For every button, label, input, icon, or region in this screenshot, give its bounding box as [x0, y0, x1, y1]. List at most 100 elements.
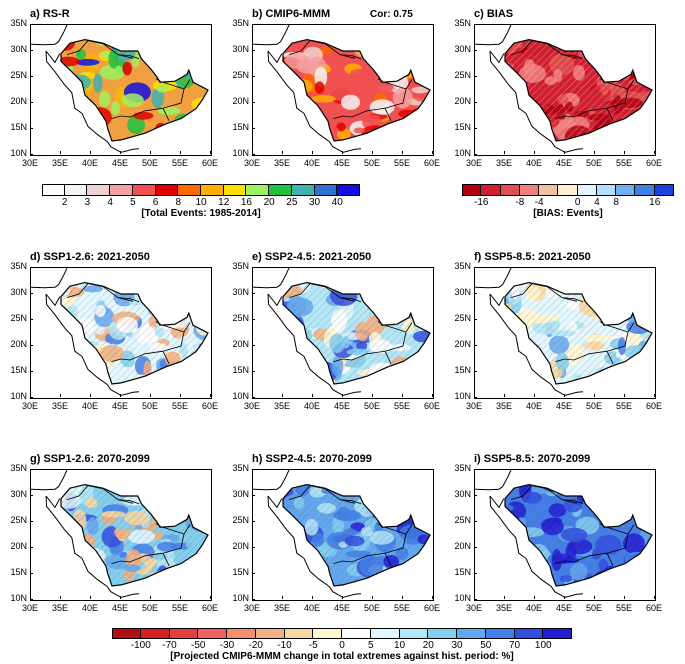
country-border [384, 553, 392, 566]
x-tick-label: 35E [273, 603, 290, 613]
colorbar-swatch [313, 628, 342, 639]
x-tick [282, 151, 283, 154]
x-tick [90, 394, 91, 397]
colorbar-label: 40 [331, 197, 343, 208]
y-tick [474, 319, 477, 320]
y-tick-label: 30N [10, 287, 27, 297]
x-tick-label: 50E [141, 401, 158, 411]
x-tick [60, 394, 61, 397]
coastline-fragment [45, 495, 140, 598]
colorbar-frame [112, 628, 572, 639]
x-tick [210, 394, 211, 397]
x-tick [474, 596, 475, 599]
country-border [627, 79, 635, 90]
y-tick [474, 24, 477, 25]
colorbar-swatch [42, 184, 65, 196]
panel-title-b: b) CMIP6-MMM [252, 8, 331, 20]
x-tick-label: 40E [525, 603, 542, 613]
x-tick-label: 45E [111, 158, 128, 168]
y-tick-label: 30N [10, 489, 27, 499]
panel-title-e: e) SSP2-4.5: 2021-2050 [252, 251, 372, 263]
colorbar-swatch [577, 184, 597, 196]
x-tick [564, 596, 565, 599]
country-border [599, 523, 605, 527]
country-border [162, 351, 170, 364]
colorbar-label: 4 [107, 197, 113, 208]
coastline-fragment [253, 470, 290, 491]
colorbar-swatch [132, 184, 156, 196]
coastline-fragment [267, 495, 283, 509]
colorbar-label: 30 [309, 197, 321, 208]
x-tick-label: 40E [81, 158, 98, 168]
x-tick [180, 394, 181, 397]
colorbar-frame [42, 184, 360, 196]
y-tick [30, 495, 33, 496]
x-tick [624, 596, 625, 599]
y-tick [30, 102, 33, 103]
y-tick [252, 397, 255, 398]
x-tick-label: 30E [243, 158, 260, 168]
colorbar-bias [462, 184, 674, 196]
colorbar-label: 5 [367, 640, 374, 651]
country-border [183, 322, 191, 333]
panel-title-d: d) SSP1-2.6: 2021-2050 [30, 251, 150, 263]
colorbar-swatch [112, 628, 141, 639]
coastline-fragment [489, 50, 505, 64]
colorbar-swatch [284, 628, 314, 639]
y-tick [252, 469, 255, 470]
coastline [282, 483, 431, 587]
colorbar-frame [462, 184, 674, 196]
country-border [561, 499, 584, 505]
colorbar-label: 0 [574, 197, 581, 208]
x-tick [312, 151, 313, 154]
y-tick-label: 10N [454, 391, 471, 401]
colorbar-label: 6 [152, 197, 159, 208]
colorbar-swatch [539, 184, 559, 196]
x-tick-label: 60E [423, 158, 440, 168]
x-tick-label: 40E [303, 603, 320, 613]
x-tick [372, 394, 373, 397]
y-tick-label: 25N [232, 70, 249, 80]
x-tick-label: 45E [111, 603, 128, 613]
y-tick [252, 50, 255, 51]
x-tick [150, 394, 151, 397]
colorbar-label: -20 [248, 640, 263, 651]
x-tick-label: 60E [645, 158, 662, 168]
y-tick-label: 10N [232, 148, 249, 158]
coastline-fragment [267, 293, 362, 396]
colorbar-swatch [314, 184, 338, 196]
x-tick-label: 60E [645, 603, 662, 613]
y-tick [30, 76, 33, 77]
y-tick [30, 24, 33, 25]
coastline [60, 281, 209, 385]
y-tick [474, 495, 477, 496]
map-svg-i [475, 470, 653, 598]
country-border [377, 321, 383, 325]
x-tick [534, 394, 535, 397]
coastline [282, 281, 431, 385]
country-border [333, 81, 407, 119]
x-tick-label: 35E [51, 158, 68, 168]
colorbar-swatch [140, 628, 170, 639]
y-tick [252, 154, 255, 155]
y-tick-label: 15N [454, 365, 471, 375]
x-tick [342, 596, 343, 599]
colorbar-label: -100 [130, 640, 151, 651]
x-tick [594, 394, 595, 397]
y-tick-label: 15N [10, 365, 27, 375]
colorbar-label: 8 [175, 197, 182, 208]
colorbar-caption: [BIAS: Events] [533, 208, 603, 219]
x-tick [432, 596, 433, 599]
x-tick [594, 596, 595, 599]
x-tick-label: 60E [645, 401, 662, 411]
colorbar-swatch [64, 184, 88, 196]
x-tick-label: 30E [465, 603, 482, 613]
y-tick [252, 319, 255, 320]
colorbar-swatch [635, 184, 655, 196]
x-tick [372, 151, 373, 154]
x-tick-label: 40E [303, 158, 320, 168]
colorbar-label: 10 [393, 640, 406, 651]
coastline-fragment [475, 268, 512, 289]
y-tick-label: 15N [232, 365, 249, 375]
x-tick-label: 30E [21, 603, 38, 613]
